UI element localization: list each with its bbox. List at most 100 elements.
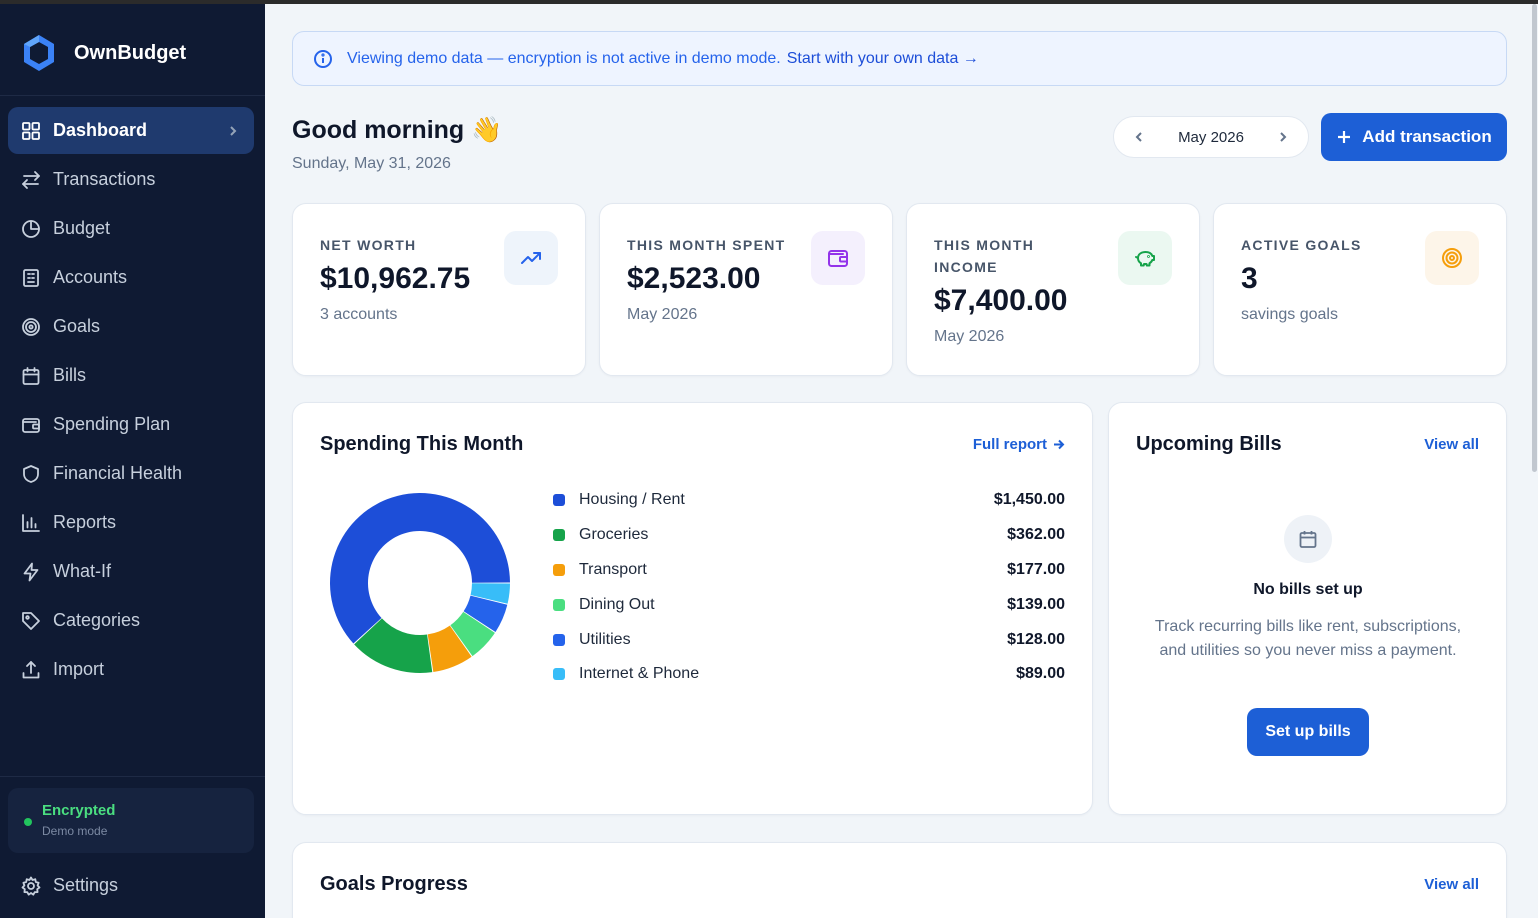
full-report-link[interactable]: Full report <box>973 436 1065 453</box>
legend-amount: $89.00 <box>1016 665 1065 683</box>
sidebar-item-import[interactable]: Import <box>8 646 254 693</box>
empty-state-description: Track recurring bills like rent, subscri… <box>1154 618 1462 659</box>
sidebar-item-label: Transactions <box>53 169 156 189</box>
brand[interactable]: OwnBudget <box>22 34 186 72</box>
upload-icon <box>21 660 41 680</box>
encryption-status: Encrypted Demo mode <box>8 788 254 853</box>
chevron-right-icon <box>226 122 240 136</box>
demo-banner: Viewing demo data — encryption is not ac… <box>292 31 1507 86</box>
legend-category: Utilities <box>579 630 631 648</box>
scrollbar-thumb[interactable] <box>1532 4 1537 472</box>
encryption-status-title: Encrypted <box>42 802 116 819</box>
chevron-left-icon[interactable] <box>1132 130 1146 144</box>
goals-title: Goals Progress <box>320 873 468 895</box>
brand-name: OwnBudget <box>74 41 187 64</box>
stat-subtext: savings goals <box>1241 306 1338 323</box>
legend-amount: $1,450.00 <box>993 491 1065 509</box>
sidebar-item-what-if[interactable]: What-If <box>8 548 254 595</box>
sidebar-nav: Dashboard Transactions Budget Accounts G… <box>8 107 254 695</box>
sidebar-item-dashboard[interactable]: Dashboard <box>8 107 254 154</box>
sidebar-item-bills[interactable]: Bills <box>8 352 254 399</box>
add-transaction-button[interactable]: Add transaction <box>1321 113 1507 161</box>
bills-icon <box>21 366 41 386</box>
sidebar-divider <box>0 95 265 96</box>
stat-subtext: 3 accounts <box>320 306 398 323</box>
sidebar-item-label: Spending Plan <box>53 414 171 434</box>
sidebar-item-settings[interactable]: Settings <box>8 862 254 909</box>
start-own-data-link[interactable]: Start with your own data → <box>786 49 979 67</box>
sidebar-item-budget[interactable]: Budget <box>8 205 254 252</box>
spending-legend: Housing / Rent $1,450.00 Groceries $362.00 T… <box>553 483 1065 692</box>
sidebar-item-label: Import <box>53 659 105 679</box>
sidebar-item-transactions[interactable]: Transactions <box>8 156 254 203</box>
arrow-right-icon <box>1054 439 1065 450</box>
legend-category: Transport <box>579 560 647 578</box>
sidebar-item-label: Goals <box>53 316 101 336</box>
sidebar-item-accounts[interactable]: Accounts <box>8 254 254 301</box>
spending-panel: Spending This Month Full report Housing … <box>292 402 1093 815</box>
legend-row: Transport $177.00 <box>553 553 1065 588</box>
stat-subtext: May 2026 <box>934 328 1005 345</box>
legend-swatch <box>553 633 565 646</box>
sidebar-item-label: Financial Health <box>53 463 183 483</box>
stat-value: $2,523.00 <box>627 262 761 295</box>
sidebar-item-label: Budget <box>53 218 111 238</box>
donut-slice-housing-rent[interactable] <box>330 493 510 644</box>
scrollbar[interactable] <box>1530 4 1538 918</box>
stat-card-active-goals[interactable]: ACTIVE GOALS 3 savings goals <box>1213 203 1507 376</box>
sidebar: OwnBudget Dashboard Transactions Budget … <box>0 4 265 918</box>
gear-icon <box>21 876 41 896</box>
sidebar-item-financial-health[interactable]: Financial Health <box>8 450 254 497</box>
stat-card-month-income[interactable]: THIS MONTH INCOME $7,400.00 May 2026 <box>906 203 1200 376</box>
target-icon <box>1425 231 1479 285</box>
stat-subtext: May 2026 <box>627 306 698 323</box>
stat-card-month-spent[interactable]: THIS MONTH SPENT $2,523.00 May 2026 <box>599 203 893 376</box>
legend-row: Dining Out $139.00 <box>553 587 1065 622</box>
view-all-goals-link[interactable]: View all <box>1424 876 1479 893</box>
transactions-icon <box>21 170 41 190</box>
legend-amount: $177.00 <box>1007 560 1065 578</box>
sidebar-item-spending-plan[interactable]: Spending Plan <box>8 401 254 448</box>
legend-category: Internet & Phone <box>579 665 700 683</box>
view-all-label: View all <box>1424 436 1479 453</box>
stat-label: THIS MONTH SPENT <box>627 237 786 253</box>
view-all-label: View all <box>1424 876 1479 893</box>
donut-slice-groceries[interactable] <box>354 618 433 673</box>
trending-up-icon <box>504 231 558 285</box>
sidebar-item-categories[interactable]: Categories <box>8 597 254 644</box>
stat-label: ACTIVE GOALS <box>1241 237 1362 253</box>
stat-card-net-worth[interactable]: NET WORTH $10,962.75 3 accounts <box>292 203 586 376</box>
budget-icon <box>21 219 41 239</box>
calendar-icon <box>1284 515 1332 563</box>
sidebar-item-label: What-If <box>53 561 112 581</box>
empty-state-title: No bills set up <box>1253 581 1363 598</box>
window-top-border <box>0 0 1538 4</box>
add-transaction-label: Add transaction <box>1362 127 1492 146</box>
legend-swatch <box>553 494 565 507</box>
stat-label: NET WORTH <box>320 237 417 253</box>
wallet-icon <box>21 415 41 435</box>
set-up-bills-button[interactable]: Set up bills <box>1247 708 1369 756</box>
legend-row: Housing / Rent $1,450.00 <box>553 483 1065 518</box>
month-label[interactable]: May 2026 <box>1178 128 1244 146</box>
goals-icon <box>21 317 41 337</box>
donut-slice-internet-phone[interactable] <box>470 583 510 604</box>
donut-slice-utilities[interactable] <box>463 595 508 632</box>
view-all-bills-link[interactable]: View all <box>1424 436 1479 453</box>
demo-banner-text: Viewing demo data — encryption is not ac… <box>347 49 781 67</box>
donut-slice-transport[interactable] <box>427 625 472 673</box>
dashboard-icon <box>21 121 41 141</box>
donut-slice-dining-out[interactable] <box>450 611 495 657</box>
legend-category: Groceries <box>579 526 649 544</box>
stat-label: THIS MONTH INCOME <box>934 237 1035 275</box>
goals-panel: Goals Progress View all <box>292 842 1507 918</box>
info-icon <box>313 49 333 69</box>
brand-logo-icon <box>24 35 54 71</box>
encryption-status-subtitle: Demo mode <box>42 824 108 838</box>
legend-row: Utilities $128.00 <box>553 622 1065 657</box>
chevron-right-icon[interactable] <box>1276 130 1290 144</box>
page-title: Good morning 👋 <box>292 116 503 144</box>
spending-title: Spending This Month <box>320 433 524 455</box>
sidebar-item-reports[interactable]: Reports <box>8 499 254 546</box>
sidebar-item-goals[interactable]: Goals <box>8 303 254 350</box>
